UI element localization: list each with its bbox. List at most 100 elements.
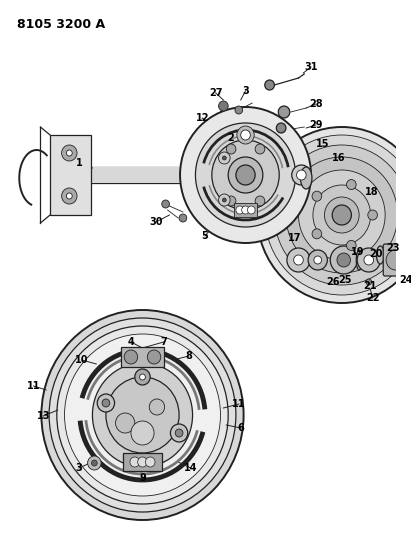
Circle shape: [294, 255, 303, 265]
Circle shape: [179, 214, 187, 222]
Ellipse shape: [356, 250, 362, 270]
Text: 11: 11: [27, 381, 40, 391]
Text: 4: 4: [127, 337, 134, 347]
Circle shape: [115, 413, 135, 433]
Bar: [121, 347, 164, 367]
Circle shape: [140, 374, 145, 380]
Circle shape: [130, 457, 140, 467]
Circle shape: [131, 421, 154, 445]
FancyBboxPatch shape: [383, 244, 408, 276]
Text: 30: 30: [149, 217, 163, 227]
Circle shape: [49, 318, 236, 512]
Text: 31: 31: [304, 62, 318, 72]
Circle shape: [228, 157, 263, 193]
Circle shape: [324, 197, 359, 233]
Circle shape: [67, 193, 72, 199]
Circle shape: [212, 140, 279, 210]
Circle shape: [88, 456, 101, 470]
Circle shape: [286, 157, 398, 273]
Circle shape: [65, 334, 220, 496]
Circle shape: [312, 229, 322, 239]
Text: 19: 19: [351, 247, 365, 257]
Circle shape: [386, 250, 405, 270]
Text: 20: 20: [369, 249, 382, 259]
Bar: [123, 453, 162, 471]
Circle shape: [242, 206, 249, 214]
Circle shape: [255, 144, 265, 154]
Circle shape: [219, 194, 230, 206]
Text: 13: 13: [37, 411, 50, 421]
Text: 10: 10: [75, 355, 89, 365]
Circle shape: [346, 180, 356, 190]
Circle shape: [196, 123, 296, 227]
Text: 22: 22: [366, 293, 379, 303]
Circle shape: [313, 185, 371, 245]
Text: 23: 23: [386, 243, 399, 253]
Circle shape: [247, 206, 255, 214]
Circle shape: [175, 429, 183, 437]
Circle shape: [92, 460, 97, 466]
Text: 3: 3: [76, 463, 82, 473]
Circle shape: [235, 106, 242, 114]
Circle shape: [226, 196, 236, 206]
Text: 7: 7: [160, 337, 167, 347]
Text: 17: 17: [288, 233, 301, 243]
Circle shape: [226, 144, 236, 154]
Circle shape: [265, 135, 411, 295]
Bar: [50, 135, 92, 215]
Ellipse shape: [300, 167, 312, 189]
Circle shape: [236, 165, 255, 185]
Circle shape: [241, 130, 250, 140]
Circle shape: [222, 156, 226, 160]
Circle shape: [265, 80, 275, 90]
Text: 14: 14: [184, 463, 197, 473]
Circle shape: [346, 240, 356, 251]
Text: 12: 12: [196, 113, 209, 123]
Circle shape: [147, 350, 161, 364]
Text: 26: 26: [326, 277, 340, 287]
Circle shape: [366, 279, 372, 285]
Circle shape: [312, 191, 322, 201]
Circle shape: [162, 200, 169, 208]
Polygon shape: [284, 225, 332, 250]
Circle shape: [171, 424, 188, 442]
Circle shape: [92, 363, 193, 467]
Bar: [92, 167, 284, 183]
Circle shape: [219, 101, 228, 111]
Circle shape: [180, 107, 311, 243]
Circle shape: [62, 188, 77, 204]
Circle shape: [255, 196, 265, 206]
Circle shape: [97, 394, 115, 412]
Text: 2: 2: [228, 133, 234, 143]
Text: 27: 27: [209, 88, 222, 98]
Circle shape: [145, 457, 155, 467]
Text: 29: 29: [309, 120, 323, 130]
Circle shape: [332, 205, 351, 225]
Text: 1: 1: [76, 158, 82, 168]
Circle shape: [67, 150, 72, 156]
Ellipse shape: [376, 246, 384, 264]
Circle shape: [330, 246, 357, 274]
Circle shape: [297, 170, 306, 180]
Text: 3: 3: [242, 86, 249, 96]
Circle shape: [236, 206, 244, 214]
Circle shape: [364, 255, 374, 265]
Circle shape: [257, 127, 411, 303]
Circle shape: [278, 106, 290, 118]
Circle shape: [298, 170, 385, 260]
Circle shape: [62, 145, 77, 161]
Circle shape: [237, 126, 254, 144]
Circle shape: [276, 123, 286, 133]
Text: 15: 15: [316, 139, 329, 149]
Circle shape: [219, 152, 230, 164]
Circle shape: [106, 377, 179, 453]
Circle shape: [337, 253, 351, 267]
Text: 9: 9: [139, 473, 146, 483]
Circle shape: [102, 399, 110, 407]
Circle shape: [149, 399, 165, 415]
Circle shape: [287, 248, 310, 272]
Circle shape: [368, 210, 377, 220]
Text: 21: 21: [363, 281, 376, 291]
Circle shape: [42, 310, 244, 520]
Text: 8: 8: [185, 351, 192, 361]
